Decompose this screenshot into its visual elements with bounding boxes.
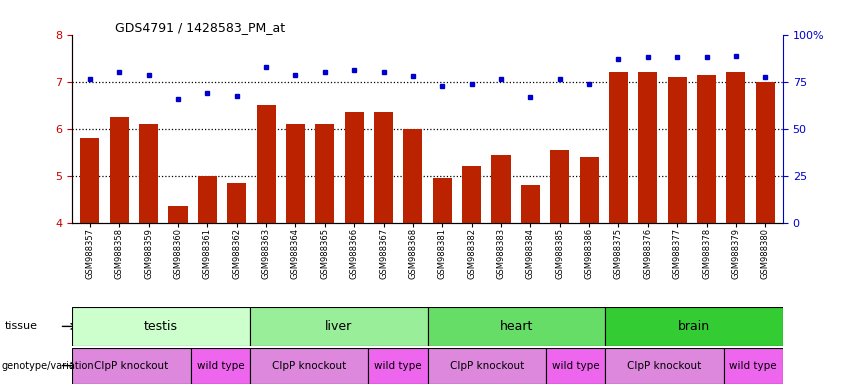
Bar — [668, 77, 687, 223]
Bar — [250, 307, 428, 346]
Bar — [286, 124, 305, 223]
Bar — [433, 178, 452, 223]
Text: ClpP knockout: ClpP knockout — [94, 361, 168, 371]
Bar — [250, 348, 368, 384]
Bar — [580, 157, 598, 223]
Bar — [727, 72, 745, 223]
Bar — [551, 150, 569, 223]
Bar — [403, 129, 422, 223]
Bar — [191, 348, 250, 384]
Text: tissue: tissue — [4, 321, 37, 331]
Bar — [198, 176, 217, 223]
Bar — [723, 348, 783, 384]
Bar — [605, 348, 723, 384]
Bar — [139, 124, 158, 223]
Text: GDS4791 / 1428583_PM_at: GDS4791 / 1428583_PM_at — [115, 21, 285, 34]
Bar — [257, 105, 276, 223]
Bar — [428, 348, 546, 384]
Text: ClpP knockout: ClpP knockout — [627, 361, 701, 371]
Text: wild type: wild type — [197, 361, 244, 371]
Bar — [227, 183, 246, 223]
Bar — [368, 348, 428, 384]
Bar — [462, 166, 481, 223]
Text: wild type: wild type — [374, 361, 422, 371]
Bar — [374, 112, 393, 223]
Bar — [605, 307, 783, 346]
Bar — [80, 138, 100, 223]
Text: ClpP knockout: ClpP knockout — [272, 361, 346, 371]
Bar — [492, 154, 511, 223]
Text: testis: testis — [144, 320, 178, 333]
Text: wild type: wild type — [551, 361, 599, 371]
Bar — [72, 307, 250, 346]
Bar — [609, 72, 628, 223]
Bar — [428, 307, 605, 346]
Bar — [168, 206, 187, 223]
Text: genotype/variation: genotype/variation — [2, 361, 94, 371]
Text: ClpP knockout: ClpP knockout — [449, 361, 524, 371]
Bar — [72, 348, 191, 384]
Bar — [697, 74, 717, 223]
Bar — [316, 124, 334, 223]
Text: liver: liver — [325, 320, 352, 333]
Bar — [345, 112, 363, 223]
Bar — [756, 82, 775, 223]
Text: brain: brain — [678, 320, 710, 333]
Text: heart: heart — [500, 320, 533, 333]
Bar — [110, 117, 129, 223]
Bar — [638, 72, 657, 223]
Text: wild type: wild type — [729, 361, 777, 371]
Bar — [546, 348, 605, 384]
Bar — [521, 185, 540, 223]
